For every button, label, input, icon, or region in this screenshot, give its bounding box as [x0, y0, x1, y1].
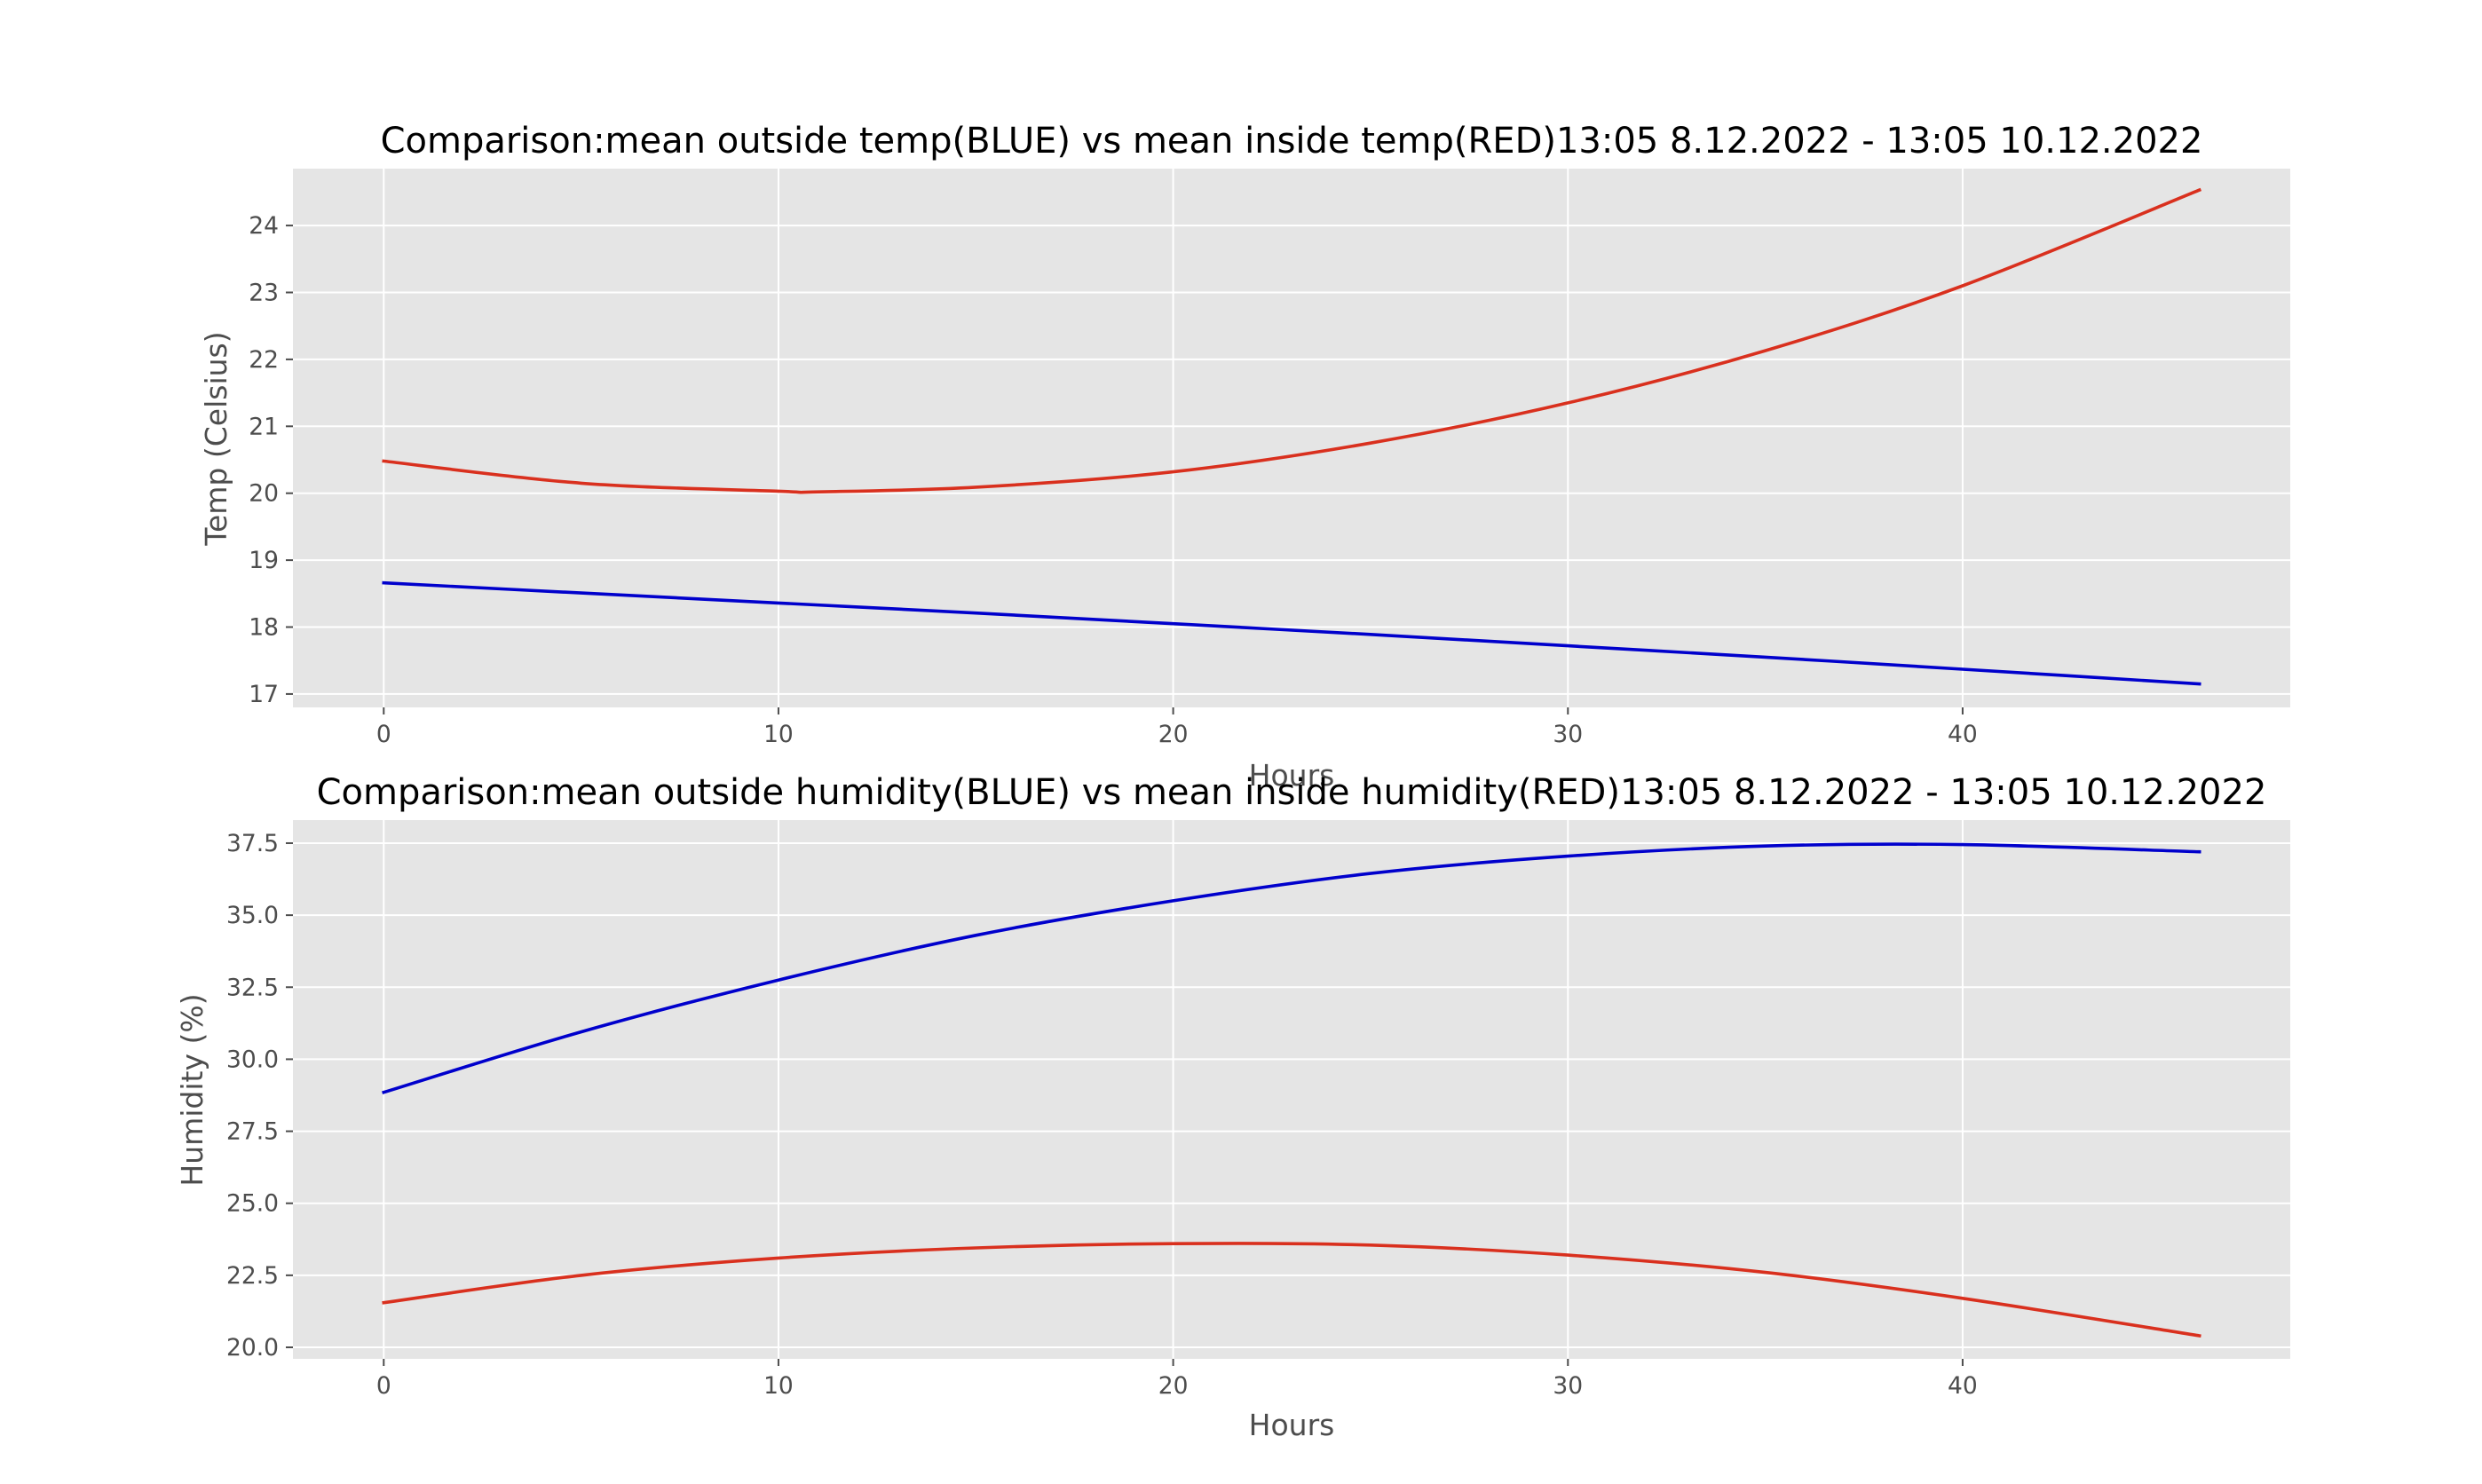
- x-tick-label: 30: [1553, 1372, 1583, 1400]
- chart-title: Comparison:mean outside humidity(BLUE) v…: [317, 772, 2267, 813]
- series-line-0: [382, 842, 2201, 1094]
- series-line-1: [382, 1242, 2201, 1338]
- x-tick-label: 20: [1158, 1372, 1189, 1400]
- y-tick-label: 22.5: [226, 1262, 279, 1290]
- x-tick-label: 10: [763, 1372, 794, 1400]
- y-tick-label: 23: [249, 279, 279, 306]
- y-tick-label: 24: [249, 212, 279, 240]
- y-tick-label: 20: [249, 480, 279, 508]
- chart-title: Comparison:mean outside temp(BLUE) vs me…: [381, 121, 2203, 162]
- y-tick-label: 30.0: [226, 1046, 279, 1073]
- temperature-chart: 17 18 19 20 21 22 23 24 0 10 20 30 40 Comparison:me…: [199, 121, 2290, 793]
- y-tick-label: 21: [249, 413, 279, 440]
- x-tick-label: 40: [1948, 1372, 1978, 1400]
- y-tick-label: 19: [249, 547, 279, 574]
- x-tick-label: 10: [763, 721, 794, 748]
- y-tick-label: 25.0: [226, 1190, 279, 1218]
- x-tick-label: 20: [1158, 721, 1189, 748]
- x-tick-label: 0: [376, 1372, 391, 1400]
- plot-background: [293, 169, 2290, 707]
- y-tick-label: 20.0: [226, 1334, 279, 1362]
- plot-background: [293, 820, 2290, 1359]
- x-axis-label: Hours: [1249, 758, 1335, 793]
- y-tick-label: 17: [249, 681, 279, 708]
- humidity-chart: 20.0 22.5 25.0 27.5 30.0 32.5 35.0 37.5 0 10 20 30…: [175, 772, 2290, 1442]
- y-tick-label: 27.5: [226, 1118, 279, 1146]
- x-tick-label: 40: [1948, 721, 1978, 748]
- y-tick-label: 37.5: [226, 830, 279, 857]
- y-tick-label: 35.0: [226, 902, 279, 929]
- series-line-1: [382, 187, 2202, 494]
- y-tick-label: 32.5: [226, 974, 279, 1001]
- x-tick-label: 0: [376, 721, 391, 748]
- x-axis-label: Hours: [1249, 1408, 1335, 1442]
- y-tick-label: 18: [249, 614, 279, 642]
- x-tick-label: 30: [1553, 721, 1583, 748]
- series-line-0: [382, 580, 2201, 686]
- y-axis-label: Temp (Celsius): [199, 331, 233, 546]
- y-axis-label: Humidity (%): [175, 993, 209, 1186]
- y-tick-label: 22: [249, 346, 279, 374]
